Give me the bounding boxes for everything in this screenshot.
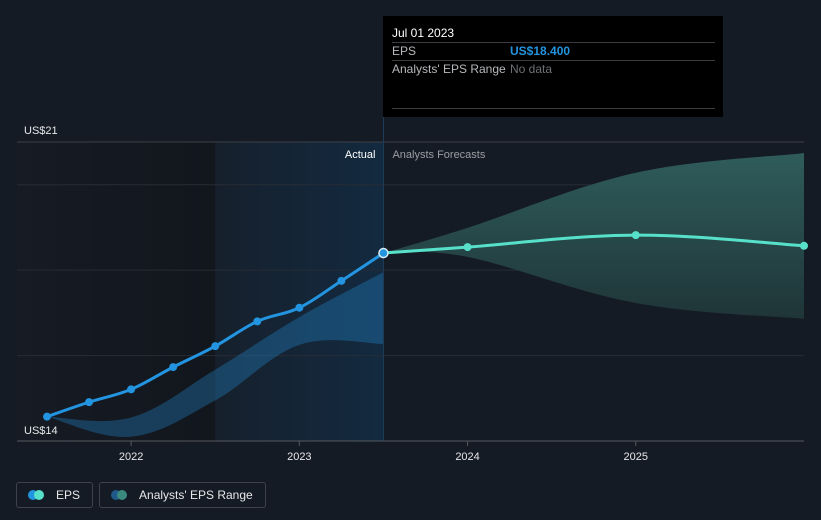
x-tick-label: 2024 [455, 451, 479, 463]
x-tick-label: 2022 [119, 451, 143, 463]
eps-forecast-line [381, 233, 806, 255]
range-forecast-dot [117, 490, 128, 500]
tooltip-eps-value: US$18.400 [510, 44, 571, 58]
legend-toggle-eps[interactable]: EPS [16, 482, 94, 508]
eps-actual-dot [28, 490, 38, 500]
x-tick-label: 2025 [624, 451, 648, 463]
tooltip-row-range: Analysts' EPS Range No data [392, 60, 715, 78]
eps-actual-point [85, 398, 94, 407]
legend-eps-label: EPS [56, 488, 81, 502]
tooltip-date: Jul 01 2023 [392, 26, 455, 40]
hover-tooltip: Jul 01 2023 EPS US$18.400 Analysts' EPS … [383, 16, 723, 117]
eps-actual-point [169, 363, 178, 372]
eps-forecast-dot [34, 490, 44, 500]
range-actual-dot [111, 490, 122, 500]
eps-actual-point [253, 317, 262, 326]
tooltip-range-label: Analysts' EPS Range [392, 62, 506, 76]
legend-eps-range-label: Analysts' EPS Range [139, 488, 253, 502]
actual-region-label: Actual [345, 149, 376, 161]
tooltip-range-value: No data [510, 62, 553, 76]
eps-range-legend-icon [111, 490, 129, 500]
eps-forecast-point [800, 241, 808, 250]
eps-actual-point [337, 276, 346, 285]
y-axis-max-label: US$21 [24, 125, 58, 137]
eps-current-point [378, 247, 389, 259]
recent-actual-region-bg [215, 142, 384, 441]
historic-eps-range-band [47, 272, 384, 438]
chart-legend: EPS Analysts' EPS Range [16, 482, 266, 508]
eps-actual-point [295, 303, 304, 312]
eps-actual-point [43, 412, 51, 421]
eps-forecast-point [463, 243, 472, 252]
forecast-region-label: Analysts Forecasts [392, 149, 485, 161]
y-axis-min-label: US$14 [24, 425, 58, 437]
tooltip-divider [392, 108, 715, 109]
legend-toggle-eps-range[interactable]: Analysts' EPS Range [99, 482, 266, 508]
tooltip-row-eps: EPS US$18.400 [392, 42, 715, 60]
eps-forecast-point [631, 231, 640, 240]
eps-actual-point [127, 385, 136, 394]
tooltip-eps-label: EPS [392, 44, 417, 58]
eps-actual-point [211, 342, 220, 351]
eps-legend-icon [28, 490, 46, 500]
x-tick-label: 2023 [287, 451, 311, 463]
past-region-bg [17, 142, 216, 441]
